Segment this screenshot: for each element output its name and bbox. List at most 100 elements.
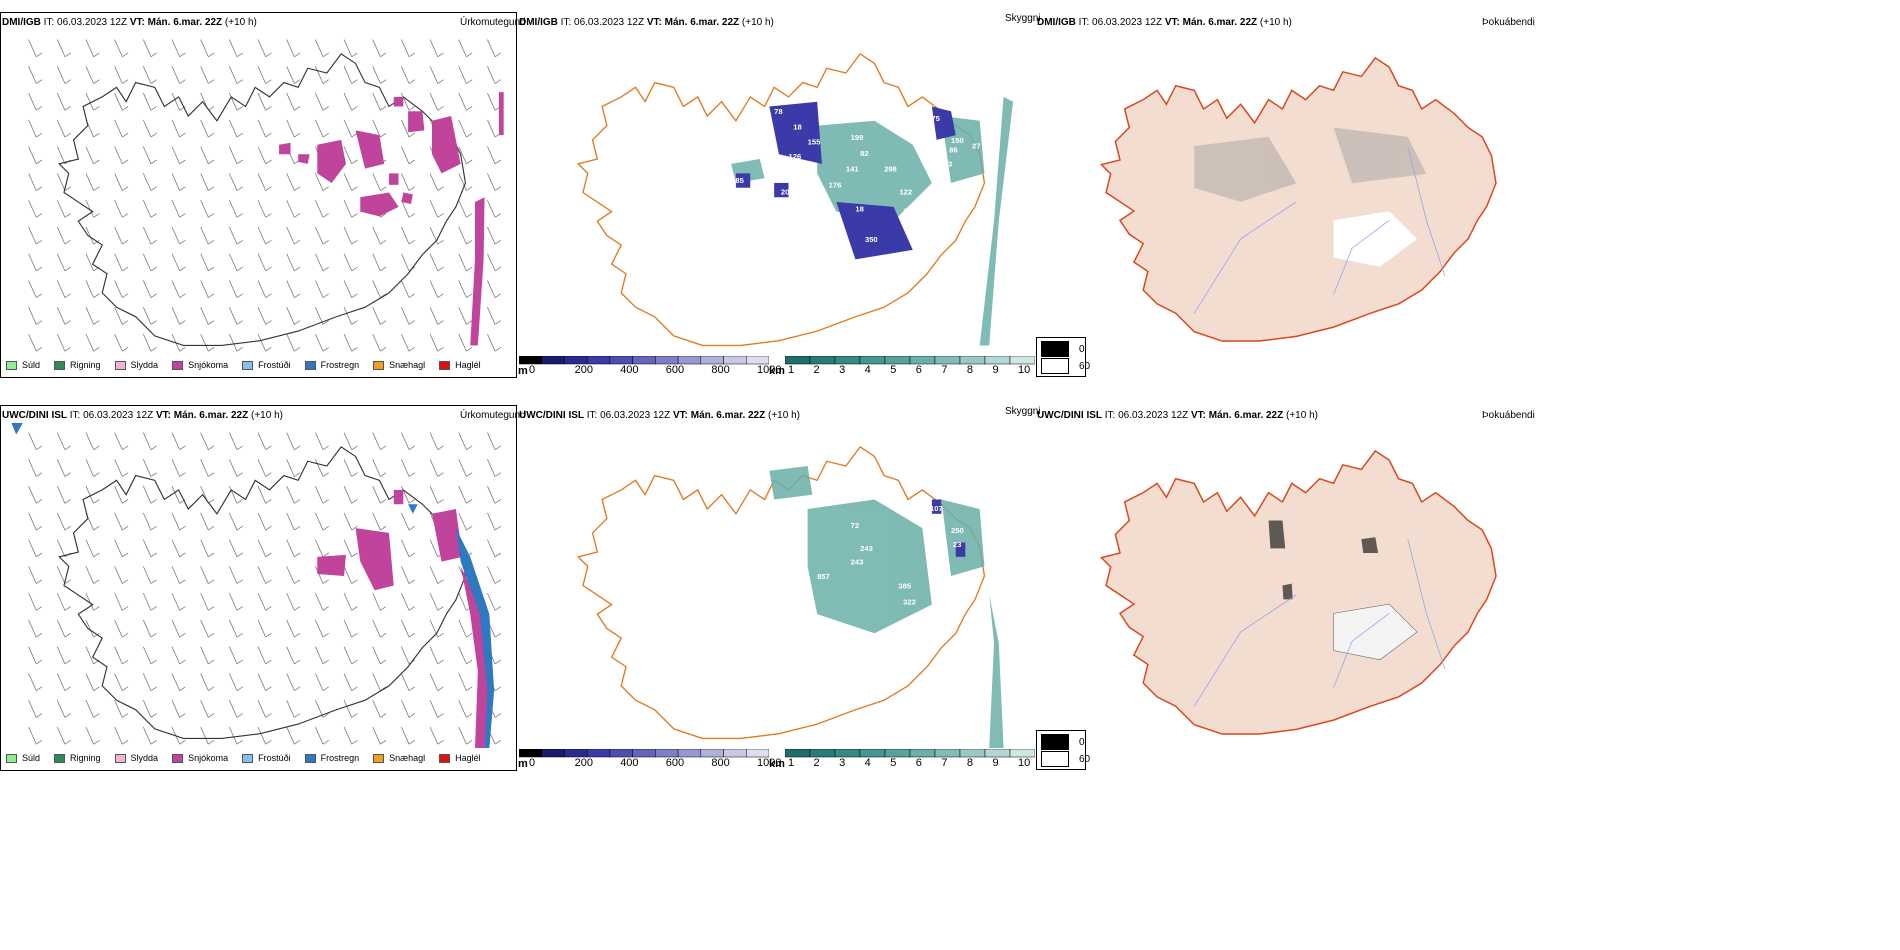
wind-barb bbox=[487, 92, 502, 111]
wind-barb bbox=[28, 700, 43, 718]
wind-barb bbox=[56, 592, 71, 611]
legend-swatch bbox=[172, 360, 184, 370]
wind-barb bbox=[171, 673, 186, 691]
ceiling-value-label: 203 bbox=[781, 187, 794, 196]
wind-barb bbox=[28, 646, 43, 665]
wind-barb bbox=[487, 146, 502, 165]
colorbar-bin bbox=[834, 749, 861, 758]
visibility-unit-1: km bbox=[769, 365, 785, 377]
ceiling-value-label: 176 bbox=[829, 181, 842, 190]
legend-item: Snæhagl bbox=[373, 753, 425, 763]
wind-barb bbox=[228, 485, 243, 504]
colorbar-bin bbox=[541, 749, 565, 758]
wind-barb bbox=[85, 700, 100, 718]
wind-barb bbox=[286, 92, 301, 111]
colorbar-bin bbox=[1009, 749, 1035, 758]
wind-barb bbox=[114, 226, 129, 245]
wind-barb bbox=[85, 173, 100, 191]
wind-barb bbox=[257, 459, 272, 477]
wind-barb bbox=[142, 253, 157, 272]
wind-barb bbox=[401, 619, 415, 638]
fog-map-dmi bbox=[1100, 57, 1497, 342]
precip-type-heading-2: Úrkomutegund bbox=[460, 410, 526, 421]
wind-barb bbox=[228, 199, 243, 218]
wind-barb bbox=[458, 173, 473, 191]
wind-barb bbox=[315, 646, 329, 665]
wind-barb bbox=[142, 592, 157, 611]
colorbar-tick-label: 600 bbox=[665, 757, 685, 769]
wind-barb bbox=[257, 485, 272, 504]
legend-item: Slydda bbox=[114, 753, 158, 763]
wind-barb bbox=[200, 646, 215, 665]
wind-barb bbox=[142, 199, 157, 218]
wind-barb bbox=[372, 512, 387, 531]
wind-barb bbox=[56, 726, 71, 745]
wind-barb bbox=[286, 253, 301, 272]
wind-barb bbox=[343, 253, 358, 272]
wind-barb bbox=[114, 485, 129, 504]
wind-barb bbox=[343, 619, 358, 638]
wind-barb bbox=[56, 512, 71, 531]
wind-barb bbox=[56, 226, 71, 245]
wind-barb bbox=[200, 726, 215, 745]
wind-barb bbox=[429, 253, 444, 272]
wind-barb bbox=[171, 459, 186, 477]
wind-barb bbox=[228, 66, 243, 84]
wind-barb bbox=[286, 592, 301, 611]
wind-barb bbox=[28, 307, 43, 325]
ceiling-value-label: 385 bbox=[898, 581, 911, 590]
wind-barb bbox=[257, 512, 272, 531]
wind-barb bbox=[487, 39, 502, 58]
wind-barb bbox=[372, 66, 387, 84]
wind-barb bbox=[315, 66, 329, 84]
wind-barb bbox=[114, 307, 129, 325]
colorbar-tick-label: 3 bbox=[839, 364, 846, 376]
wind-barb bbox=[200, 459, 215, 477]
wind-barb bbox=[228, 726, 243, 745]
wind-barb bbox=[171, 39, 186, 58]
wind-barb bbox=[142, 333, 157, 352]
legend-item: Rigning bbox=[54, 360, 101, 370]
colorbar-bin bbox=[586, 356, 611, 365]
colorbar-tick-label: 6 bbox=[915, 757, 922, 769]
wind-barb bbox=[114, 673, 129, 691]
wind-barb bbox=[487, 566, 502, 584]
wind-barb bbox=[372, 280, 387, 298]
wind-barb bbox=[142, 700, 157, 718]
wind-barb bbox=[372, 726, 387, 745]
wind-barb bbox=[401, 700, 415, 718]
precip-type-heading: Úrkomutegund bbox=[460, 17, 526, 28]
wind-barb bbox=[458, 226, 473, 245]
wind-barb bbox=[401, 92, 415, 111]
wind-barb bbox=[228, 307, 243, 325]
wind-barb bbox=[28, 146, 43, 165]
wind-barb bbox=[315, 726, 329, 745]
colorbar-bin bbox=[609, 749, 633, 758]
wind-barb bbox=[200, 280, 215, 298]
wind-barb bbox=[228, 673, 243, 691]
wind-barb bbox=[56, 119, 71, 138]
colorbar-tick-label: 0 bbox=[529, 364, 536, 376]
ceiling-ticks-2: 0 200 400 600 800 1000 bbox=[519, 757, 781, 771]
wind-barb bbox=[28, 512, 43, 531]
legend-swatch bbox=[6, 360, 17, 370]
ceiling-value-label: 298 bbox=[884, 164, 897, 173]
wind-barb bbox=[458, 119, 473, 138]
wind-barb bbox=[171, 592, 186, 611]
wind-barb bbox=[171, 539, 186, 558]
wind-barb bbox=[372, 619, 387, 638]
wind-barb bbox=[200, 333, 215, 352]
wind-barb bbox=[401, 333, 415, 352]
wind-barb bbox=[458, 619, 473, 638]
legend-swatch bbox=[54, 753, 66, 763]
wind-barb bbox=[401, 726, 415, 745]
wind-barb bbox=[372, 700, 387, 718]
wind-barb bbox=[315, 539, 329, 558]
fog-legend-row: 60 bbox=[1041, 751, 1090, 767]
wind-barb bbox=[228, 280, 243, 298]
panel-title-uwc-fog: UWC/DINI ISL IT: 06.03.2023 12Z VT: Mán.… bbox=[1037, 410, 1318, 421]
colorbar-bin bbox=[909, 356, 936, 365]
wind-barb bbox=[85, 619, 100, 638]
wind-barb bbox=[142, 307, 157, 325]
legend-item: Frostúði bbox=[242, 753, 291, 763]
